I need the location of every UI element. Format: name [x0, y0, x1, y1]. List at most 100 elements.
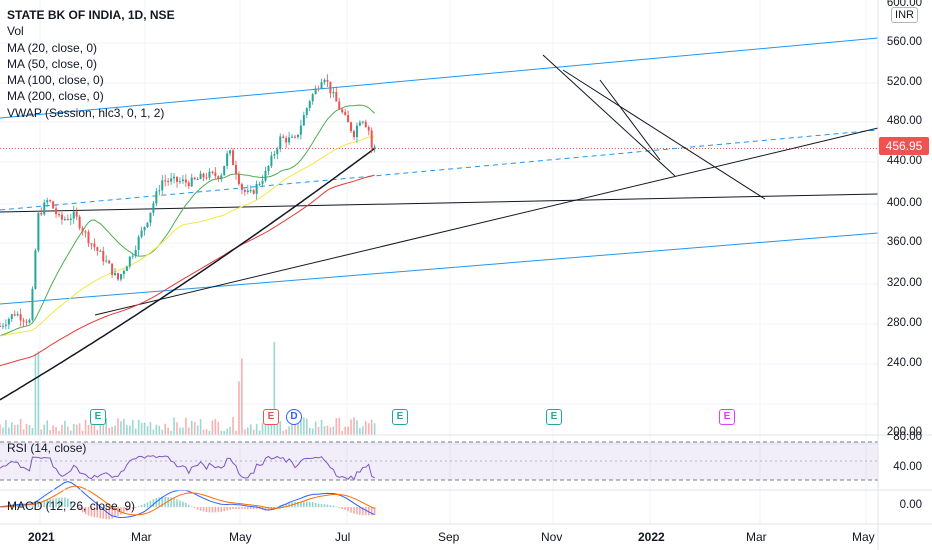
macd-histogram-bar [105, 507, 107, 520]
volume-bar [338, 417, 341, 435]
candle-body [220, 175, 223, 180]
candle-body [270, 155, 273, 166]
candle-body [0, 325, 1, 327]
earnings-marker[interactable]: E [392, 409, 408, 425]
macd-histogram-bar [34, 504, 37, 508]
macd-label[interactable]: MACD (12, 26, close, 9) [7, 499, 136, 513]
volume-bar [105, 417, 107, 435]
volume-bar [99, 417, 102, 435]
volume-bar [297, 422, 299, 435]
dividend-marker[interactable]: D [286, 409, 302, 425]
rsi-tick: 80.00 [893, 431, 922, 443]
volume-bar [108, 427, 110, 435]
earnings-marker-upcoming[interactable]: E [719, 409, 735, 425]
candle-body [261, 180, 264, 184]
ma100-line [0, 174, 375, 367]
candle-body [131, 255, 134, 257]
volume-bar [37, 351, 40, 435]
macd-histogram-bar [55, 498, 57, 508]
candle-body [223, 165, 226, 176]
macd-histogram-bar [347, 507, 349, 512]
x-tick: May [852, 530, 875, 544]
candle-body [323, 79, 326, 83]
macd-histogram-bar [223, 507, 225, 512]
volume-bar [8, 427, 10, 435]
currency-badge[interactable]: INR [891, 7, 918, 23]
indicator-vol[interactable]: Vol [7, 24, 24, 39]
rsi-label[interactable]: RSI (14, close) [7, 441, 87, 455]
indicator-ma50[interactable]: MA (50, close, 0) [7, 56, 98, 71]
candle-body [178, 181, 181, 183]
macd-histogram-bar [220, 507, 223, 512]
macd-histogram-bar [90, 507, 93, 517]
volume-bar [214, 418, 217, 435]
volume-bar [282, 430, 284, 435]
macd-histogram-bar [329, 505, 332, 508]
volume-bar [303, 417, 305, 435]
macd-histogram-bar [365, 507, 367, 516]
candle-body [184, 179, 187, 183]
volume-bar [152, 429, 155, 435]
earnings-marker[interactable]: E [263, 409, 279, 425]
macd-histogram-bar [249, 507, 252, 510]
volume-bar [126, 425, 128, 435]
indicator-ma100[interactable]: MA (100, close, 0) [7, 73, 104, 88]
volume-bar [84, 419, 87, 435]
candle-body [60, 214, 63, 220]
volume-bar [317, 426, 320, 435]
volume-bar [193, 422, 196, 435]
candle-body [72, 211, 75, 219]
candle-body [69, 218, 72, 220]
candle-body [279, 136, 282, 150]
candles [0, 74, 376, 330]
ma50-line [0, 136, 375, 337]
macd-histogram-bar [182, 501, 184, 508]
candle-body [111, 263, 114, 275]
indicator-ma20[interactable]: MA (20, close, 0) [7, 40, 98, 55]
macd-histogram-bar [155, 498, 158, 508]
candle-body [173, 176, 176, 179]
candle-body [302, 114, 305, 126]
volume-bar [185, 417, 187, 435]
candle-body [96, 247, 99, 251]
volume-bar [196, 425, 199, 435]
candle-body [13, 314, 16, 316]
volume-bar [81, 430, 84, 435]
macd-histogram-bar [49, 498, 51, 508]
indicator-vwap[interactable]: VWAP (Session, hlc3, 0, 1, 2) [7, 105, 165, 120]
candle-body [193, 177, 196, 180]
macd-histogram-bar [255, 507, 258, 510]
trend-lines[interactable] [0, 37, 879, 316]
volume-bar [365, 421, 367, 435]
macd-histogram-bar [25, 505, 28, 508]
x-tick: Mar [131, 530, 152, 544]
symbol-title[interactable]: STATE BK OF INDIA, 1D, NSE [7, 8, 175, 22]
indicator-ma200[interactable]: MA (200, close, 0) [7, 89, 104, 104]
candle-body [367, 127, 370, 131]
macd-histogram-bar [338, 507, 341, 508]
volume-bar [190, 420, 193, 435]
macd-histogram-bar [188, 504, 190, 508]
macd-histogram-bar [28, 506, 31, 508]
macd-histogram-bar [96, 507, 99, 518]
macd-histogram-bar [317, 503, 320, 508]
candle-body [90, 243, 93, 245]
candle-body [276, 149, 279, 155]
candle-body [208, 171, 211, 178]
macd-histogram-bar [308, 501, 311, 508]
earnings-marker[interactable]: E [546, 409, 562, 425]
macd-histogram-bar [252, 507, 255, 510]
volume-bar [285, 429, 287, 435]
earnings-marker[interactable]: E [90, 409, 106, 425]
candle-body [361, 121, 364, 123]
y-tick: 480.00 [886, 115, 922, 127]
candle-body [43, 202, 46, 215]
volume-bar [226, 428, 228, 435]
x-tick: Jul [335, 530, 351, 544]
volume-bar [311, 428, 314, 435]
volume-bar [120, 421, 122, 435]
macd-histogram-bar [314, 502, 317, 508]
volume-bar [229, 426, 231, 435]
candle-body [294, 136, 296, 138]
